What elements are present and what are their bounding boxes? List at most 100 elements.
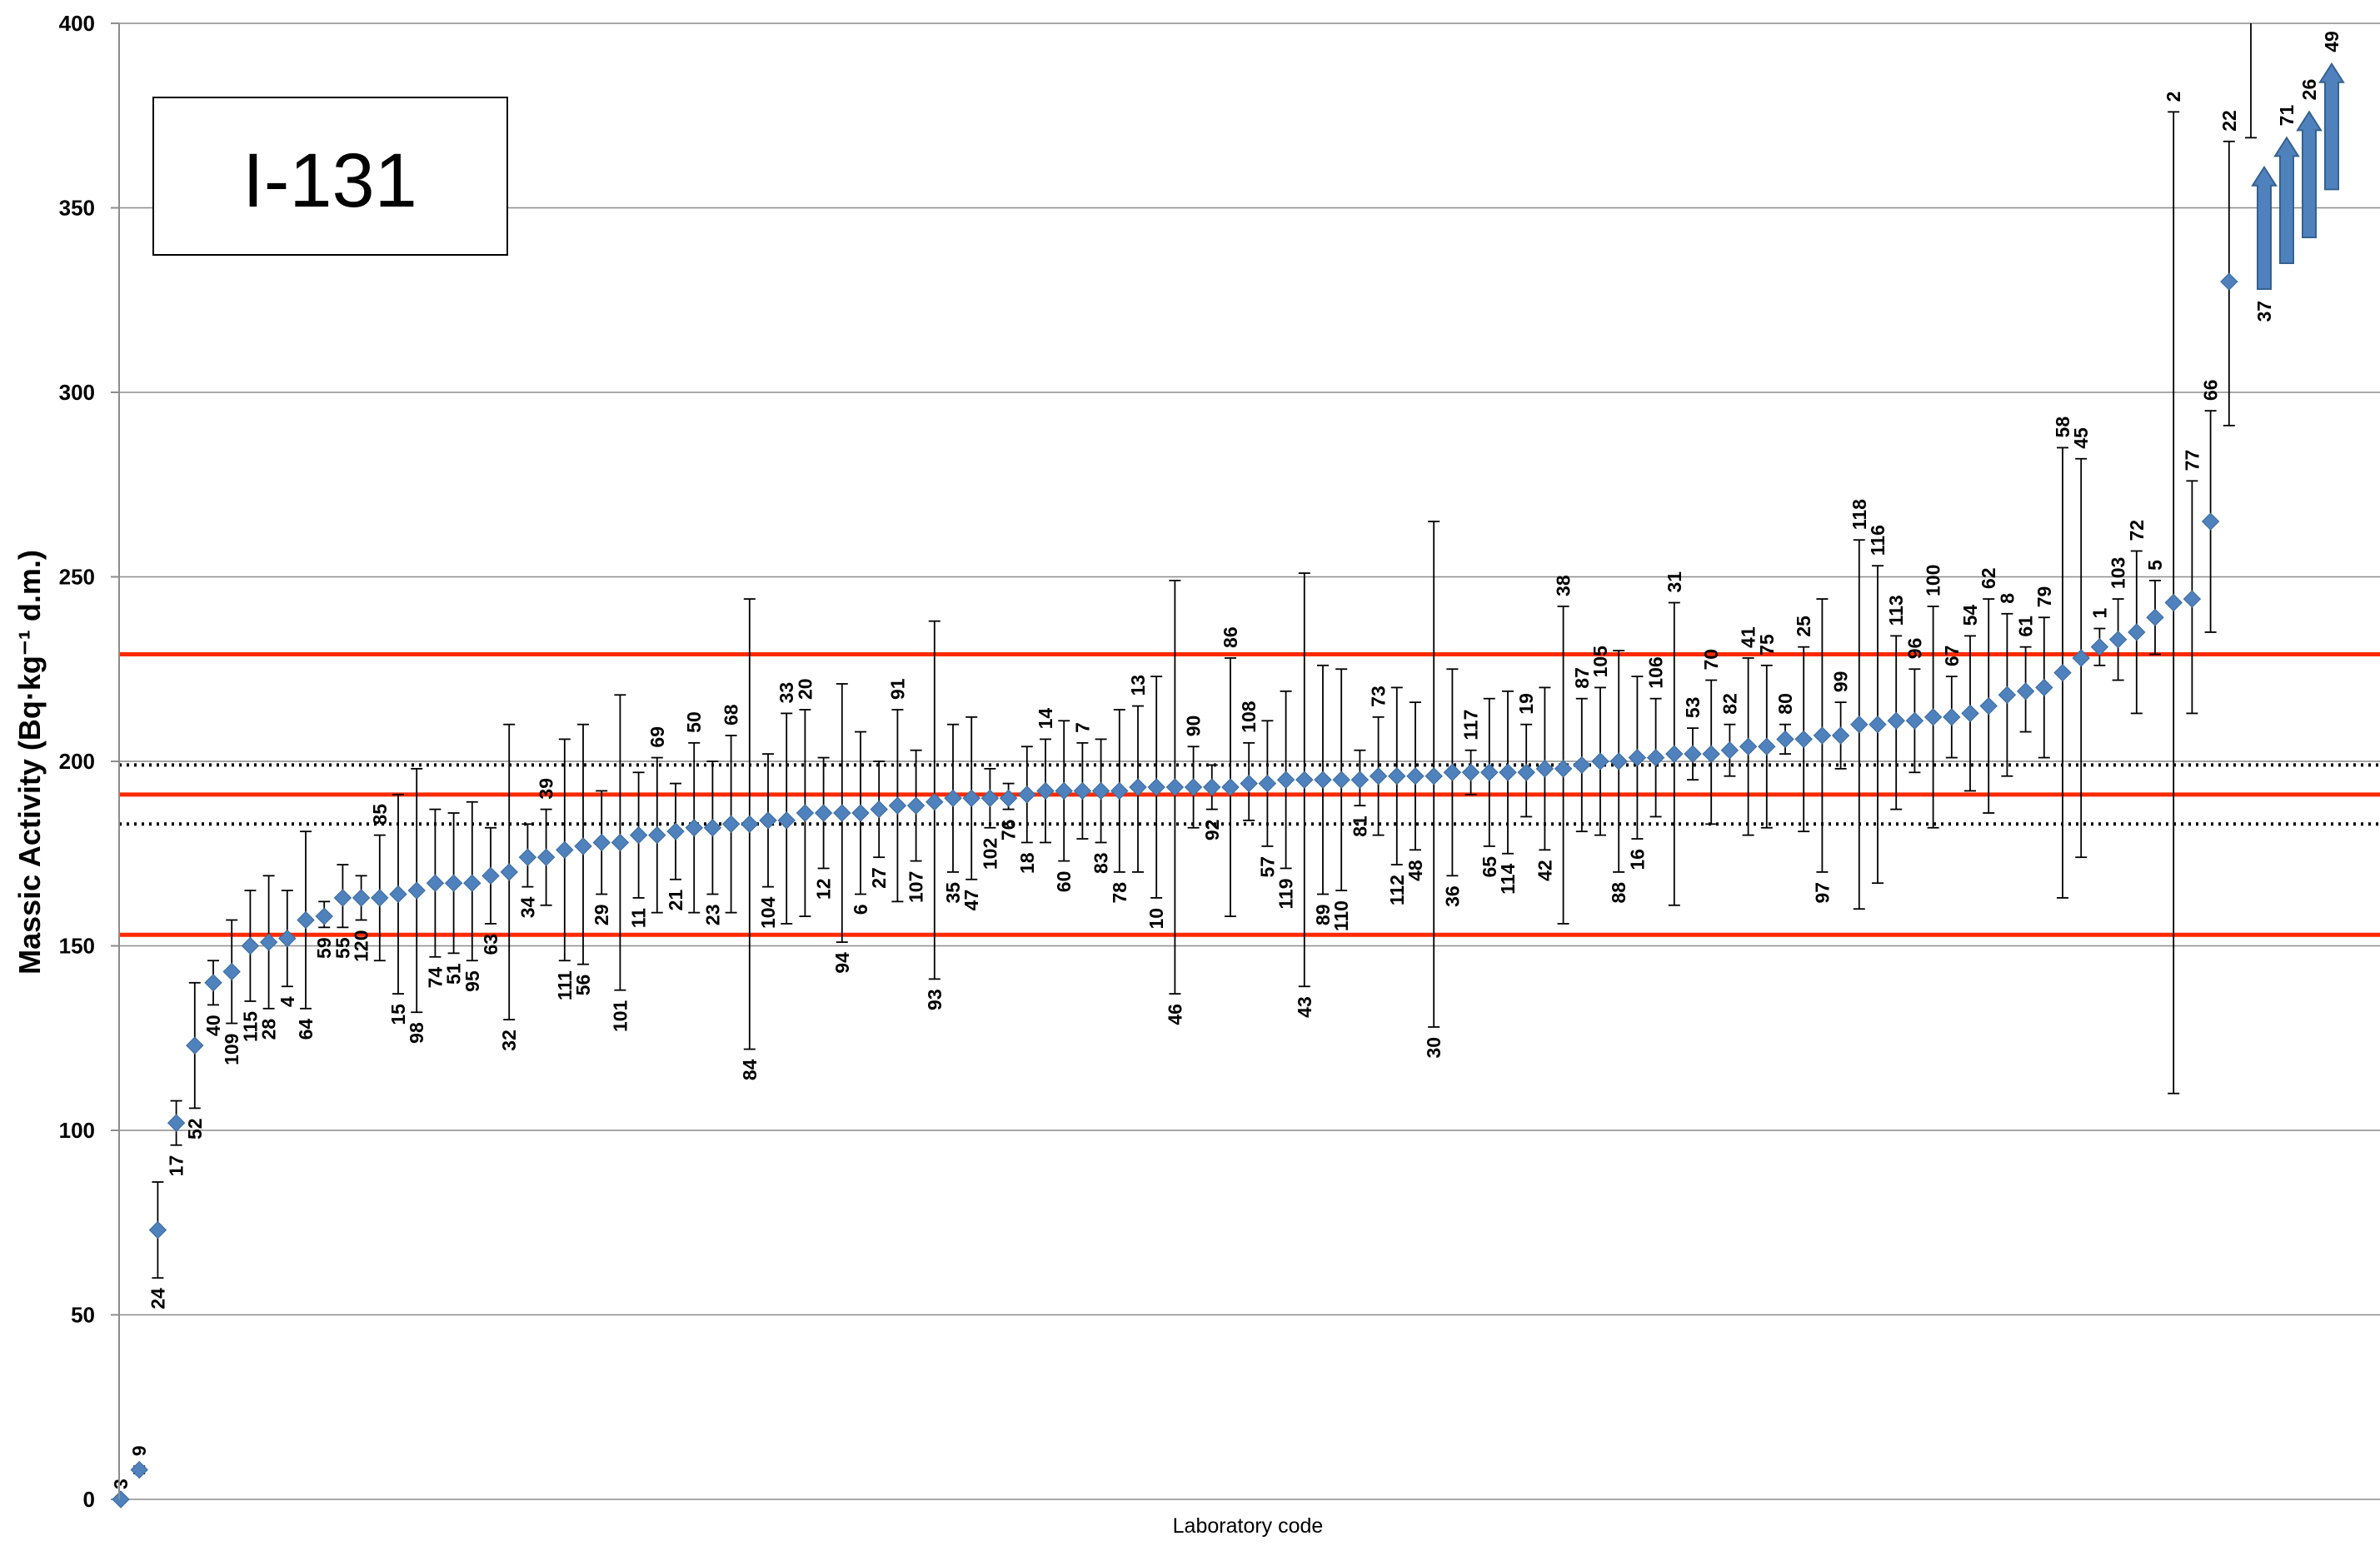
- lab-code-label: 36: [1441, 885, 1463, 907]
- lab-code-label: 86: [1220, 626, 1241, 648]
- data-point: [1813, 726, 1832, 745]
- lab-code-label: 48: [1405, 860, 1426, 881]
- lab-code-label: 103: [2108, 557, 2129, 589]
- data-point: [833, 804, 851, 822]
- lab-code-label: 51: [443, 963, 465, 985]
- data-point: [870, 800, 888, 819]
- data-point: [167, 1114, 186, 1132]
- data-point: [130, 1460, 148, 1479]
- data-point: [1036, 781, 1055, 800]
- data-point: [980, 789, 1000, 808]
- lab-code-label: 5: [2144, 560, 2166, 571]
- y-tick-label: 50: [71, 1303, 95, 1328]
- data-point: [1758, 737, 1776, 756]
- off-scale-arrow: [2318, 62, 2345, 191]
- lab-code-label: 26: [2298, 79, 2320, 101]
- data-point: [2128, 623, 2146, 641]
- lab-code-label: 29: [591, 904, 612, 925]
- lab-code-label: 101: [609, 1000, 631, 1032]
- lab-code-label: 59: [313, 937, 335, 959]
- lab-code-label: 117: [1460, 710, 1482, 741]
- lab-code-label: 114: [1497, 864, 1519, 895]
- data-point: [1776, 730, 1794, 749]
- data-point: [1628, 748, 1647, 767]
- lab-code-label: 65: [1479, 856, 1500, 878]
- lab-code-label: 43: [1294, 996, 1315, 1018]
- lab-code-label: 106: [1645, 656, 1667, 688]
- lab-code-label: 93: [924, 989, 946, 1010]
- data-point: [389, 885, 407, 904]
- data-point: [1665, 745, 1684, 763]
- data-point: [1905, 711, 1924, 730]
- lab-code-label: 27: [868, 867, 890, 889]
- lab-code-label: 38: [1553, 575, 1574, 596]
- lab-code-label: 78: [1109, 882, 1130, 904]
- data-point: [500, 863, 518, 881]
- data-point: [721, 815, 741, 834]
- data-point: [1684, 745, 1702, 763]
- lab-code-label: 94: [831, 952, 853, 974]
- data-point: [1055, 781, 1073, 800]
- lab-code-label: 76: [998, 820, 1020, 841]
- data-point: [1573, 756, 1591, 775]
- data-point: [1369, 767, 1388, 785]
- data-point: [1794, 730, 1813, 749]
- lab-code-label: 35: [942, 882, 964, 904]
- lab-code-label: 11: [628, 908, 650, 929]
- lab-code-label: 54: [1959, 605, 1981, 626]
- lab-code-label: 47: [960, 890, 982, 911]
- data-point: [1350, 771, 1370, 789]
- data-point: [1554, 760, 1573, 778]
- lab-code-label: 62: [1978, 567, 1999, 589]
- lab-code-label: 25: [1793, 616, 1814, 637]
- chart-title: I-131: [242, 138, 417, 223]
- lab-code-label: 24: [147, 1288, 168, 1309]
- data-point: [888, 796, 907, 815]
- data-point: [1943, 708, 1961, 726]
- lab-code-label: 41: [1738, 626, 1759, 648]
- lab-code-label: 116: [1867, 525, 1889, 556]
- lab-code-label: 70: [1700, 649, 1722, 671]
- lab-code-label: 52: [184, 1118, 206, 1140]
- lab-code-label: 115: [239, 1011, 261, 1042]
- data-point: [186, 1036, 204, 1055]
- data-point: [666, 822, 685, 840]
- lab-code-label: 120: [351, 930, 372, 961]
- lab-code-label: 74: [424, 967, 446, 989]
- data-point: [1535, 760, 1554, 778]
- lab-code-label: 58: [2052, 416, 2073, 438]
- lab-code-label: 67: [1941, 646, 1963, 667]
- lab-code-label: 1: [2088, 608, 2110, 619]
- data-point: [222, 962, 241, 981]
- data-point: [1332, 771, 1350, 789]
- data-point: [777, 811, 796, 830]
- data-point: [2146, 608, 2164, 626]
- data-point: [629, 825, 648, 845]
- lab-code-label: 63: [480, 934, 501, 955]
- lab-code-label: 40: [202, 1015, 224, 1036]
- laboratory-code-labels: 3924175240109115284645955120851598745195…: [110, 31, 2343, 1489]
- data-point: [1221, 778, 1240, 796]
- data-point: [648, 825, 666, 845]
- lab-code-label: 18: [1016, 852, 1038, 874]
- data-point: [444, 874, 463, 892]
- lab-code-label: 89: [1312, 904, 1334, 925]
- data-point: [1720, 741, 1739, 760]
- data-point: [1517, 763, 1535, 781]
- data-point: [1923, 708, 1943, 726]
- data-point: [1869, 715, 1887, 734]
- data-point: [463, 874, 481, 892]
- lab-code-label: 105: [1589, 646, 1611, 678]
- data-point: [333, 889, 352, 907]
- data-point: [259, 933, 278, 951]
- data-point: [814, 804, 833, 822]
- data-point: [1314, 771, 1332, 789]
- data-point: [2053, 663, 2072, 682]
- lab-code-label: 56: [572, 975, 594, 996]
- data-point: [481, 866, 500, 885]
- lab-code-label: 118: [1849, 499, 1870, 530]
- x-axis-title: Laboratory code: [1173, 1514, 1324, 1538]
- data-point: [1018, 785, 1036, 804]
- data-point: [1887, 711, 1905, 730]
- lab-code-label: 10: [1145, 908, 1167, 930]
